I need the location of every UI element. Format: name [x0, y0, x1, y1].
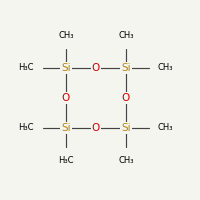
Text: CH₃: CH₃: [158, 123, 174, 132]
Text: CH₃: CH₃: [58, 31, 74, 40]
Text: H₃C: H₃C: [58, 156, 74, 165]
Text: CH₃: CH₃: [118, 156, 134, 165]
Text: H₃C: H₃C: [18, 64, 34, 72]
Text: CH₃: CH₃: [118, 31, 134, 40]
Text: O: O: [62, 93, 70, 103]
Text: CH₃: CH₃: [158, 64, 174, 72]
Text: O: O: [92, 63, 100, 73]
Text: Si: Si: [121, 123, 131, 133]
Text: O: O: [92, 123, 100, 133]
Text: Si: Si: [61, 63, 71, 73]
Text: Si: Si: [121, 63, 131, 73]
Text: Si: Si: [61, 123, 71, 133]
Text: O: O: [122, 93, 130, 103]
Text: H₃C: H₃C: [18, 123, 34, 132]
